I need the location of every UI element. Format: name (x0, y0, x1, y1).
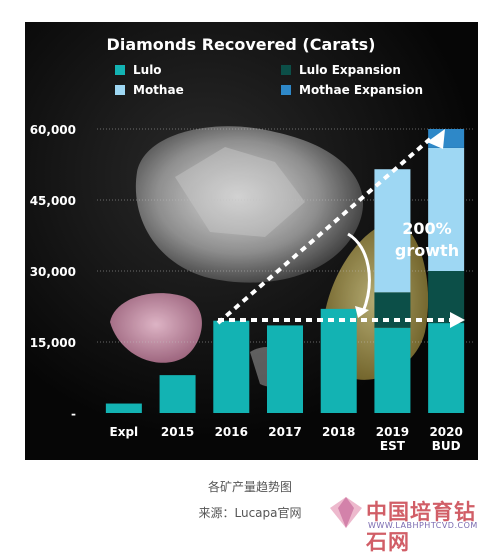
x-tick-label: 2019 (376, 425, 409, 439)
legend-swatch (115, 65, 125, 75)
x-tick-label: 2016 (215, 425, 248, 439)
bar-segment (374, 292, 411, 328)
chart-legend: Lulo Lulo Expansion Mothae Mothae Expansion (115, 63, 423, 97)
bar-segment (374, 327, 411, 413)
growth-annotation-line2: growth (395, 241, 459, 260)
y-axis-ticks: 60,000 45,000 30,000 15,000 - (30, 123, 76, 421)
bar-segment (320, 308, 357, 413)
bar-segment (213, 320, 250, 413)
x-tick-label: 2018 (322, 425, 355, 439)
chart-figure: Diamonds Recovered (Carats) Lulo Lulo Exp… (25, 22, 478, 460)
bar-segment (428, 147, 465, 271)
legend-swatch (281, 65, 291, 75)
x-tick-label: EST (380, 439, 406, 453)
legend-label: Lulo (133, 63, 162, 77)
diagonal-arrowhead (427, 129, 445, 149)
x-tick-label: 2020 (429, 425, 462, 439)
growth-annotation: 200% growth (395, 219, 459, 260)
watermark-logo-icon (330, 497, 362, 528)
site-watermark: 中国培育钻石网 WWW.LABHPHTCVD.COM (326, 494, 496, 554)
y-tick-label: 30,000 (30, 265, 76, 279)
bar-segment (374, 169, 411, 293)
x-tick-label: Expl (110, 425, 139, 439)
x-tick-label: BUD (432, 439, 461, 453)
bar-segment (267, 325, 303, 413)
source-caption: 来源：Lucapa官网 (198, 506, 302, 520)
watermark-url: WWW.LABHPHTCVD.COM (368, 521, 478, 530)
legend-label: Lulo Expansion (299, 63, 401, 77)
y-tick-label: 45,000 (30, 194, 76, 208)
bar-segment (105, 403, 142, 413)
horizontal-arrowhead (450, 312, 465, 328)
legend-swatch (281, 85, 291, 95)
growth-arrows (216, 129, 465, 328)
bar-segment (159, 375, 196, 413)
growth-annotation-line1: 200% (402, 219, 451, 238)
legend-swatch (115, 85, 125, 95)
y-tick-label: - (71, 407, 76, 421)
x-tick-label: 2017 (268, 425, 301, 439)
legend-label: Mothae (133, 83, 184, 97)
x-tick-label: 2015 (161, 425, 194, 439)
bar-segment (428, 271, 465, 324)
legend-label: Mothae Expansion (299, 83, 423, 97)
chart-title: Diamonds Recovered (Carats) (107, 35, 376, 54)
chart-caption: 各矿产量趋势图 (207, 480, 292, 494)
y-tick-label: 60,000 (30, 123, 76, 137)
bar-segment (428, 323, 465, 413)
chart-svg: Diamonds Recovered (Carats) Lulo Lulo Exp… (25, 22, 478, 460)
y-tick-label: 15,000 (30, 336, 76, 350)
chart-bars (105, 129, 465, 413)
